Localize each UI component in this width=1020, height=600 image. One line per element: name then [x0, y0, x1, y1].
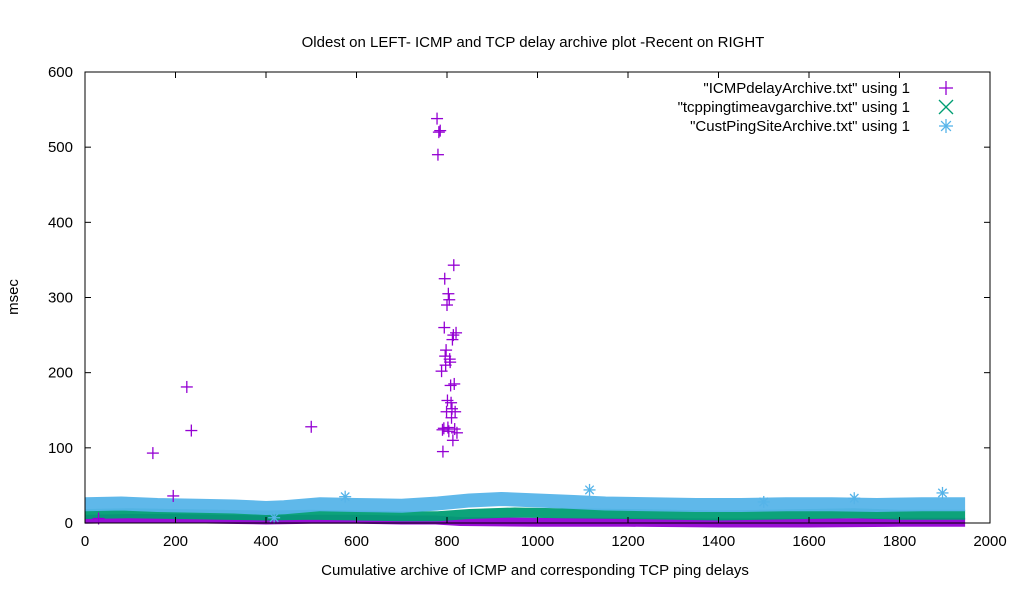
series-1-point-25: [442, 425, 455, 438]
series-3-point-5: [848, 492, 861, 505]
series-1-point-16: [438, 272, 451, 285]
plot-area: [84, 112, 966, 528]
series-1-point-3: [167, 489, 180, 502]
y-tick-label-2: 100: [48, 440, 73, 457]
y-tick-label-4: 300: [48, 290, 73, 307]
x-axis-label: Cumulative archive of ICMP and correspon…: [321, 562, 749, 579]
series-1-point-7: [431, 112, 444, 125]
legend-marker-3-d2: [940, 120, 952, 132]
series-1-point-12: [436, 423, 449, 436]
y-tick-label-5: 400: [48, 214, 73, 231]
series-3-point-1-d2: [269, 513, 279, 523]
series-3-point-5-d2: [849, 493, 859, 503]
series-1-point-34: [446, 434, 459, 447]
legend-marker-1: [939, 81, 953, 95]
series-1-point-36: [447, 259, 460, 272]
legend-label-2: "tcppingtimeavgarchive.txt" using 1: [678, 99, 910, 116]
series-1-point-19: [440, 344, 453, 357]
x-tick-label-2: 200: [163, 533, 188, 550]
series-3-point-2-d2: [340, 492, 350, 502]
series-3-point-3: [583, 483, 596, 496]
x-tick-label-5: 800: [434, 533, 459, 550]
series-1-point-8: [431, 148, 444, 161]
plot-frame: [84, 71, 991, 524]
series-3-band: [84, 491, 966, 515]
y-tick-label-3: 200: [48, 365, 73, 382]
series-3-point-6: [936, 486, 949, 499]
x-tick-label-8: 1400: [702, 533, 735, 550]
series-1-point-13: [436, 445, 449, 458]
legend-marker-3: [939, 119, 953, 133]
series-3-point-6-d2: [937, 488, 948, 498]
y-tick-label-6: 500: [48, 139, 73, 156]
legend-label-3: "CustPingSiteArchive.txt" using 1: [690, 118, 910, 135]
axes: 0 200 400 600 800 1000 1200 1400 1600 1800 2000 0 10…: [48, 64, 1007, 550]
series-1-point-39: [449, 405, 462, 418]
series-3-point-4-d2: [759, 497, 769, 507]
series-1-point-30: [445, 396, 458, 409]
x-tick-label-1: 0: [81, 533, 89, 550]
series-1-point-2: [146, 447, 159, 460]
series-1-point-26: [443, 293, 456, 306]
x-tick-label-10: 1800: [883, 533, 916, 550]
legend-marker-2-d2: [938, 99, 954, 115]
series-1-point-15: [438, 321, 451, 334]
x-tick-label-6: 1000: [521, 533, 554, 550]
series-1-point-40: [450, 326, 463, 339]
chart-title: Oldest on LEFT- ICMP and TCP delay archi…: [302, 34, 765, 51]
y-tick-label-7: 600: [48, 64, 73, 81]
series-1-point-24: [442, 287, 455, 300]
legend-marker-2: [938, 99, 954, 115]
series-1-point-37: [448, 377, 461, 390]
y-tick-label-1: 0: [65, 515, 73, 532]
series-1-point-41: [450, 426, 463, 439]
series-3-point-3-d2: [584, 485, 595, 495]
series-3-point-1: [268, 511, 281, 524]
x-tick-label-9: 1600: [792, 533, 825, 550]
legend: "ICMPdelayArchive.txt" using 1 "tcppingti…: [678, 80, 954, 135]
series-1-point-4: [180, 380, 193, 393]
series-1-point-11: [435, 365, 448, 378]
series-1-point-6: [305, 420, 318, 433]
series-1-point-35: [447, 329, 460, 342]
series-1-point-10: [434, 124, 447, 137]
series-1-point-21: [441, 299, 453, 312]
series-1-point-5: [185, 424, 198, 437]
series-3-point-2: [339, 490, 352, 503]
series-1-point-28: [444, 356, 457, 369]
x-tick-label-3: 400: [253, 533, 278, 550]
legend-label-1: "ICMPdelayArchive.txt" using 1: [703, 80, 910, 97]
x-tick-label-4: 600: [344, 533, 369, 550]
series-1-point-32: [445, 402, 458, 415]
y-axis-label: msec: [5, 279, 22, 315]
series-2-band: [84, 507, 966, 522]
series-1-point-9: [432, 126, 445, 139]
x-tick-label-11: 2000: [973, 533, 1006, 550]
series-3-point-4: [757, 495, 770, 508]
x-tick-label-7: 1200: [611, 533, 644, 550]
series-1-point-1: [92, 512, 105, 525]
